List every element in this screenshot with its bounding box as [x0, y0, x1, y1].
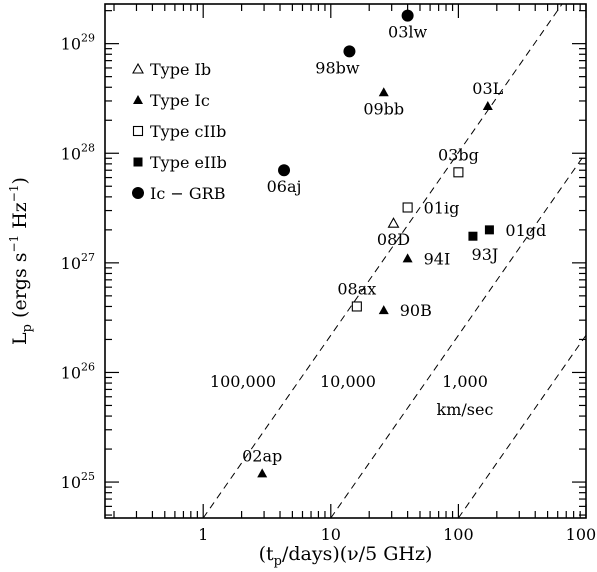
point-label-02ap: 02ap	[242, 446, 282, 465]
axes: 100,000 10,000 1,000 km/sec 1 10 100 1000 1025 10…	[61, 3, 597, 544]
legend-label-3: Type eIIb	[150, 153, 227, 172]
plot-frame	[104, 3, 587, 519]
point-label-93J: 93J	[472, 245, 499, 264]
point-08D	[387, 217, 400, 228]
point-03lw	[401, 9, 414, 22]
point-label-09bb: 09bb	[363, 99, 404, 118]
y-tick-label: 1025	[61, 470, 95, 492]
legend-marker-2	[132, 125, 144, 137]
y-axis-title: Lp (ergs s−1 Hz−1)	[7, 177, 35, 345]
y-tick-label: 1028	[61, 141, 95, 163]
legend-marker-0	[132, 62, 144, 74]
point-label-01gd: 01gd	[505, 221, 546, 240]
y-tick-label: 1027	[61, 251, 95, 273]
velocity-line-1	[330, 151, 586, 518]
point-label-94I: 94I	[424, 249, 451, 268]
velocity-line-0	[202, 4, 563, 518]
point-01ig	[402, 202, 413, 213]
axis-titles: (tp/days)(ν/5 GHz) Lp (ergs s−1 Hz−1)	[7, 177, 432, 569]
point-label-03bg: 03bg	[438, 145, 479, 164]
point-08ax	[351, 301, 362, 312]
velocity-label-2: 1,000	[442, 372, 488, 391]
point-label-90B: 90B	[400, 301, 432, 320]
point-90B	[378, 305, 389, 315]
point-label-03L: 03L	[472, 79, 503, 98]
legend-label-0: Type Ib	[150, 60, 211, 79]
x-tick-label: 1	[198, 525, 208, 544]
point-03L	[482, 100, 493, 110]
point-label-03lw: 03lw	[388, 23, 427, 42]
velocity-unit-label: km/sec	[437, 400, 494, 419]
point-label-98bw: 98bw	[315, 58, 360, 77]
legend-marker-3	[133, 157, 143, 167]
point-02ap	[257, 468, 268, 478]
point-label-08D: 08D	[377, 230, 410, 249]
x-axis-title: (tp/days)(ν/5 GHz)	[259, 543, 433, 569]
point-label-08ax: 08ax	[337, 279, 376, 298]
velocity-label-0: 100,000	[210, 372, 276, 391]
velocity-lines	[202, 4, 586, 518]
velocity-label-1: 10,000	[320, 372, 376, 391]
legend-marker-1	[133, 95, 143, 104]
legend-label-1: Type Ic	[150, 91, 210, 110]
point-label-06aj: 06aj	[267, 177, 302, 196]
legend-label-4: Ic − GRB	[150, 184, 225, 203]
point-93J	[468, 231, 478, 241]
point-06aj	[278, 164, 291, 177]
legend: Type Ib Type Ic Type cIIb Type eIIb Ic − GRB	[132, 60, 227, 203]
point-09bb	[378, 87, 389, 97]
x-tick-label: 1000	[566, 525, 597, 544]
y-tick-label: 1029	[61, 32, 95, 54]
point-98bw	[343, 45, 356, 58]
legend-label-2: Type cIIb	[150, 122, 226, 141]
point-01gd	[484, 225, 494, 235]
y-tick-label: 1026	[61, 360, 95, 382]
x-tick-label: 10	[321, 525, 341, 544]
data-points: 03lw 98bw 06aj 09bb 03L 94I 90B 02ap 08D 03bg 01ig…	[242, 9, 546, 478]
x-tick-label: 100	[443, 525, 474, 544]
point-label-01ig: 01ig	[424, 198, 460, 217]
legend-marker-4	[132, 187, 144, 199]
point-94I	[402, 253, 413, 263]
point-03bg	[453, 167, 464, 178]
